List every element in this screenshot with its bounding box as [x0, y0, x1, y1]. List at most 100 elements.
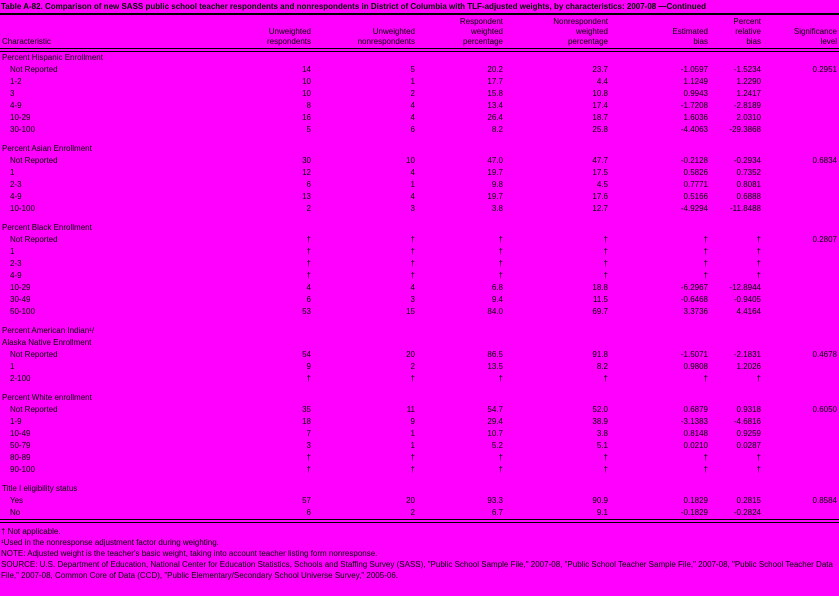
cell: † [703, 235, 708, 244]
table-row: 30-100 5 6 8.2 25.8 -4.4063 -29.3868 [0, 124, 839, 136]
cell: 16 [302, 113, 311, 122]
cell: 10 [302, 89, 311, 98]
cell: -1.0597 [680, 65, 708, 74]
cell: 4 [410, 283, 415, 292]
cell: 4 [410, 168, 415, 177]
cell: 0.8584 [812, 496, 837, 505]
cell: 10 [302, 77, 311, 86]
table-row: No 6 2 6.7 9.1 -0.1829 -0.2824 [0, 507, 839, 519]
cell: 4 [410, 113, 415, 122]
table-row: Not Reported 35 11 54.7 52.0 0.6879 0.9318 0.60… [0, 404, 839, 416]
cell: 1.2290 [736, 77, 761, 86]
cell: † [603, 465, 608, 474]
cell [763, 179, 839, 191]
cell: 54 [302, 350, 311, 359]
cell: 3.3736 [683, 307, 708, 316]
cell: † [703, 247, 708, 256]
cell: 2 [410, 508, 415, 517]
cell: 17.4 [592, 101, 608, 110]
footnote: NOTE: Adjusted weight is the teacher's b… [1, 549, 378, 558]
cell: 6 [306, 508, 311, 517]
cell: 91.8 [592, 350, 608, 359]
cell: 0.7771 [683, 180, 708, 189]
cell: 13 [302, 192, 311, 201]
cell: 5 [306, 125, 311, 134]
cell: 9.8 [491, 180, 503, 189]
cell [763, 88, 839, 100]
table-body: Percent Hispanic Enrollment Not Reported 1… [0, 50, 839, 519]
cell: 0.2807 [812, 235, 837, 244]
cell [763, 428, 839, 440]
cell: † [756, 247, 761, 256]
cell: 12 [302, 168, 311, 177]
cell: † [756, 259, 761, 268]
cell: † [756, 374, 761, 383]
column-header: Significance level [763, 15, 839, 52]
row-label: 10-29 [10, 113, 31, 122]
section-spacer [0, 215, 839, 222]
cell: † [498, 374, 503, 383]
cell: 30 [302, 156, 311, 165]
cell: 6 [306, 295, 311, 304]
table-row: Not Reported 14 5 20.2 23.7 -1.0597 -1.5234 0.2… [0, 64, 839, 76]
table-row: 10-100 2 3 3.8 12.7 -4.9294 -11.8488 [0, 203, 839, 215]
table-row: Not Reported 30 10 47.0 47.7 -0.2128 -0.2934 0.… [0, 155, 839, 167]
table-row: 1 9 2 13.5 8.2 0.9808 1.2026 [0, 361, 839, 373]
column-header: Estimated bias [610, 15, 710, 52]
row-label: 4-9 [10, 192, 22, 201]
cell: -6.2967 [680, 283, 708, 292]
cell: † [498, 465, 503, 474]
cell: 23.7 [592, 65, 608, 74]
cell: 2 [410, 362, 415, 371]
cell: 6.8 [491, 283, 503, 292]
cell: 0.6834 [812, 156, 837, 165]
table-row: 10-49 7 1 10.7 3.8 0.8148 0.9259 [0, 428, 839, 440]
cell: † [498, 247, 503, 256]
column-header-characteristic: Characteristic [0, 15, 175, 52]
cell: 6 [306, 180, 311, 189]
cell: † [603, 259, 608, 268]
column-header: Percent relative bias [710, 15, 763, 52]
cell: -29.3868 [729, 125, 761, 134]
cell: 0.8081 [736, 180, 761, 189]
cell: 18 [302, 417, 311, 426]
cell: 0.4678 [812, 350, 837, 359]
cell: † [756, 453, 761, 462]
footnotes: † Not applicable. ¹Used in the nonrespons… [0, 525, 839, 581]
cell: 17.6 [592, 192, 608, 201]
cell: -1.7208 [680, 101, 708, 110]
table-row: Yes 57 20 93.3 90.9 0.1829 0.2815 0.8584 [0, 495, 839, 507]
cell: † [603, 247, 608, 256]
table-row: 1-2 10 1 17.7 4.4 1.1249 1.2290 [0, 76, 839, 88]
section-header-row: Percent Black Enrollment [0, 222, 839, 234]
cell [763, 270, 839, 282]
section-header-row: Percent Asian Enrollment [0, 143, 839, 155]
table-row: 4-9 † † † † † † [0, 270, 839, 282]
cell: † [306, 465, 311, 474]
cell: -0.2824 [733, 508, 761, 517]
section-label: Percent American Indian¹/ Alaska Native … [2, 326, 95, 347]
cell: 0.6050 [812, 405, 837, 414]
cell: † [498, 235, 503, 244]
cell: 20 [406, 350, 415, 359]
cell: 4.5 [596, 180, 608, 189]
cell: 93.3 [487, 496, 503, 505]
cell: 1 [410, 77, 415, 86]
cell: 86.5 [487, 350, 503, 359]
cell [763, 100, 839, 112]
cell: 19.7 [487, 168, 503, 177]
cell: † [306, 374, 311, 383]
cell: -2.1831 [733, 350, 761, 359]
cell: 19.7 [487, 192, 503, 201]
table-row: 10-29 16 4 26.4 18.7 1.6036 2.0310 [0, 112, 839, 124]
cell: 10.8 [592, 89, 608, 98]
cell: 9 [306, 362, 311, 371]
cell: 4 [410, 192, 415, 201]
table-row: 3 10 2 15.8 10.8 0.9943 1.2417 [0, 88, 839, 100]
row-label: 50-79 [10, 441, 31, 450]
cell: 4 [306, 283, 311, 292]
row-label: 2-3 [10, 259, 22, 268]
cell [763, 464, 839, 476]
row-label: 50-100 [10, 307, 35, 316]
cell: 17.7 [487, 77, 503, 86]
